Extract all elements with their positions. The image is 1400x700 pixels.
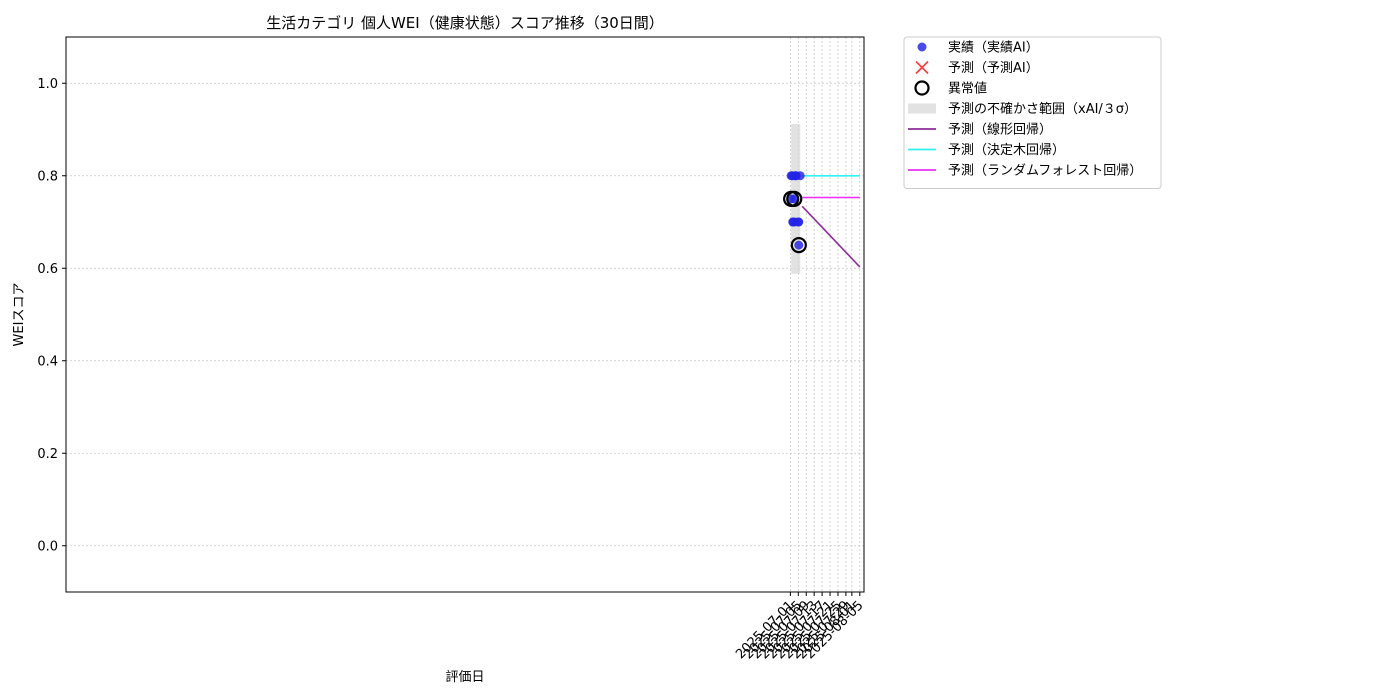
y-axis-title: WEIスコア	[12, 283, 27, 347]
legend-label: 予測（ランダムフォレスト回帰）	[948, 163, 1142, 179]
actual-point	[794, 240, 804, 250]
actual-point	[795, 171, 805, 181]
legend-frame	[903, 36, 1162, 189]
anomaly-marker	[786, 190, 803, 207]
y-axis-ticks: 0.0 0.2 0.4 0.6 0.8 1.0	[37, 77, 66, 554]
y-tick-label: 1.0	[37, 77, 58, 92]
plot-area-frame	[65, 36, 865, 593]
legend-label: 異常値	[948, 81, 987, 97]
x-axis-ticks: 2025-07-012025-07-052025-07-092025-07-13…	[733, 592, 867, 662]
y-tick-label: 0.6	[37, 262, 58, 277]
actual-point	[789, 194, 799, 204]
prediction-lines-layer	[801, 175, 861, 268]
actual-point	[794, 217, 804, 227]
legend-marker-predicted	[915, 60, 929, 75]
prediction-line	[801, 205, 861, 268]
anomaly-marker	[790, 237, 807, 254]
y-tick-label: 0.0	[37, 539, 58, 554]
y-tick-label: 0.4	[37, 354, 58, 369]
legend-label: 実績（実績AI）	[948, 40, 1039, 56]
data-points-layer	[783, 171, 807, 254]
legend-marker-actual	[917, 42, 927, 52]
legend-label: 予測（決定木回帰）	[948, 142, 1065, 158]
legend-label: 予測の不確かさ範囲（xAI/３σ）	[948, 101, 1137, 117]
legend-marker-anomaly	[914, 80, 930, 96]
x-axis-title: 評価日	[445, 670, 484, 685]
grid-lines	[66, 37, 864, 592]
legend-label: 予測（予測AI）	[948, 61, 1039, 76]
legend-marker-band	[908, 103, 936, 114]
chart-title: 生活カテゴリ 個人WEI（健康状態）スコア推移（30日間）	[266, 14, 664, 32]
legend-label: 予測（線形回帰）	[948, 122, 1052, 138]
y-tick-label: 0.2	[37, 447, 58, 462]
y-tick-label: 0.8	[37, 169, 58, 184]
